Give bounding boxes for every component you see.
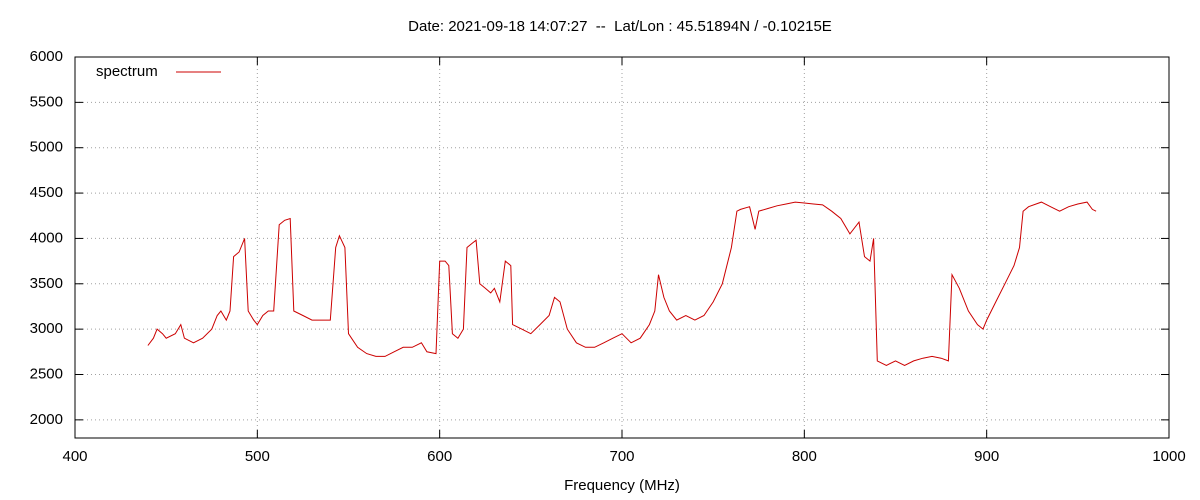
y-tick-label: 2000 [30,411,63,428]
y-tick-label: 5500 [30,93,63,110]
x-axis-label: Frequency (MHz) [564,477,680,494]
y-tick-label: 3500 [30,275,63,292]
x-tick-label: 700 [609,448,634,465]
y-tick-label: 4000 [30,229,63,246]
x-tick-label: 400 [62,448,87,465]
x-tick-label: 800 [792,448,817,465]
x-tick-label: 600 [427,448,452,465]
plot-border [74,56,1170,439]
y-tick-label: 4500 [30,184,63,201]
x-tick-label: 900 [974,448,999,465]
y-tick-label: 6000 [30,48,63,65]
spectrum-line [147,201,1097,366]
y-tick-label: 2500 [30,365,63,382]
x-tick-label: 1000 [1152,448,1185,465]
y-tick-label: 3000 [30,320,63,337]
legend-label: spectrum [96,63,158,80]
y-tick-label: 5000 [30,139,63,156]
chart-title: Date: 2021-09-18 14:07:27 -- Lat/Lon : 4… [408,18,832,35]
x-tick-label: 500 [245,448,270,465]
